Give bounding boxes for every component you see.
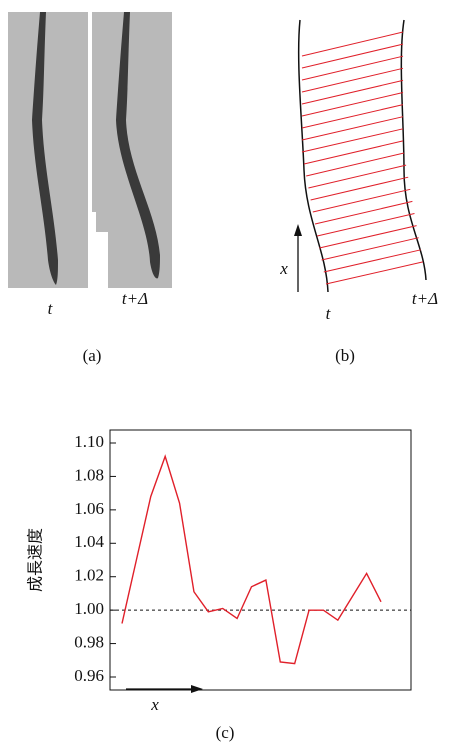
photo-t-delta	[92, 12, 172, 288]
y-tick-label: 1.02	[74, 566, 104, 585]
x-axis-label: x	[150, 695, 159, 714]
figure: t t+Δ (a) x t t+Δ (b) 成長速度 x (c) 0.96 0.9…	[0, 0, 449, 742]
hatch-line	[306, 153, 404, 176]
hatch-line	[304, 141, 403, 164]
hatch-line	[302, 32, 403, 56]
diagram	[294, 20, 426, 292]
y-tick-label: 1.04	[74, 532, 104, 551]
label: t+Δ	[122, 289, 148, 308]
edge	[299, 20, 328, 292]
y-axis-label: 成長速度	[26, 528, 45, 592]
caption: (a)	[83, 346, 102, 365]
y-tick-label: 1.00	[74, 599, 104, 618]
data-line	[122, 456, 381, 663]
hatch-line	[311, 177, 409, 200]
y-tick-label: 1.10	[74, 432, 104, 451]
label: t+Δ	[412, 289, 438, 308]
caption: (b)	[335, 346, 355, 365]
label: x	[279, 259, 288, 278]
arrow-head	[294, 224, 302, 236]
label: t	[326, 304, 332, 323]
hatch-line	[302, 56, 403, 80]
hatch-line	[302, 105, 403, 128]
hatch-line	[302, 44, 403, 68]
x-arrow-head	[191, 685, 203, 693]
hatch-line	[302, 117, 403, 140]
hatch-line	[319, 226, 416, 248]
hatch-line	[313, 189, 411, 212]
hatch-line	[302, 129, 403, 152]
hatch-line	[326, 262, 423, 284]
label: t	[48, 299, 54, 318]
caption: (c)	[216, 723, 235, 742]
y-tick-label: 0.96	[74, 666, 104, 685]
y-tick-label: 1.06	[74, 499, 104, 518]
y-tick-label: 0.98	[74, 632, 104, 651]
hatch-line	[308, 165, 406, 188]
hatch-line	[324, 250, 421, 272]
plot-frame	[110, 430, 411, 690]
y-tick-label: 1.08	[74, 465, 104, 484]
hatch-line	[322, 238, 419, 260]
hatch-line	[317, 214, 414, 237]
hatch-line	[302, 93, 403, 117]
hatch-line	[302, 80, 403, 104]
hatch-line	[315, 201, 412, 224]
hatch-line	[302, 68, 403, 92]
